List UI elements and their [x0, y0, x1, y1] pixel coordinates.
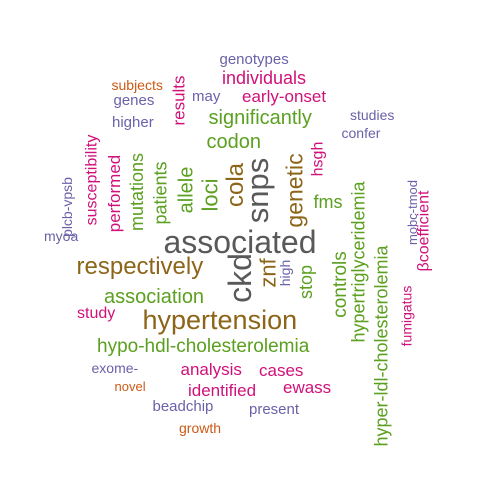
- word-mobc-tmod: mobc‐tmod: [404, 179, 420, 245]
- word-fumigatus: fumigatus: [397, 285, 414, 347]
- word-hsgh: hsgh: [308, 141, 326, 177]
- word-performed: performed: [104, 154, 124, 232]
- word-higher: higher: [112, 113, 154, 131]
- word-hypo-hdl-cholesterolemia: hypo‐hdl‐cholesterolemia: [97, 335, 310, 357]
- word-myoa: myoa: [44, 228, 79, 244]
- word-significantly: significantly: [208, 107, 312, 129]
- word-genes: genes: [113, 91, 155, 109]
- word-susceptibility: susceptibility: [82, 134, 100, 226]
- word-stop: stop: [296, 264, 317, 300]
- word-ckd: ckd: [221, 253, 258, 303]
- word-loci: loci: [197, 178, 223, 212]
- word-genetic: genetic: [281, 152, 308, 228]
- word-analysis: analysis: [180, 359, 242, 379]
- word-hyper-ldl-cholesterolemia: hyper‐ldl‐cholesterolemia: [371, 245, 392, 447]
- word-patients: patients: [150, 161, 171, 225]
- word-early-onset: early‐onset: [242, 86, 327, 106]
- word-growth: growth: [179, 420, 222, 436]
- word-studies: studies: [350, 107, 395, 123]
- word-confer: confer: [341, 125, 381, 141]
- word-associated: associated: [163, 224, 317, 260]
- word-exome: exome‐: [91, 360, 139, 376]
- word-respectively: respectively: [76, 253, 204, 280]
- word-cola: cola: [222, 162, 250, 208]
- word-cases: cases: [259, 360, 304, 380]
- word-may: may: [192, 87, 221, 105]
- word-codon: codon: [206, 131, 262, 153]
- word-hypertension: hypertension: [142, 304, 298, 335]
- word-high: high: [277, 259, 294, 287]
- word-controls: controls: [329, 250, 351, 318]
- word-present: present: [249, 400, 300, 418]
- word-identified: identified: [188, 380, 257, 400]
- word-study: study: [77, 305, 116, 322]
- word-results: results: [169, 74, 189, 126]
- word-fms: fms: [313, 192, 343, 212]
- word-mutations: mutations: [127, 152, 148, 232]
- word-znf: znf: [255, 258, 281, 288]
- word-allele: allele: [174, 166, 197, 214]
- word-individuals: individuals: [222, 68, 307, 88]
- word-association: association: [104, 286, 205, 308]
- word-subjects: subjects: [111, 77, 163, 93]
- word-ewass: ewass: [283, 377, 332, 397]
- word-genotypes: genotypes: [219, 50, 289, 68]
- word-hypertriglyceridemia: hypertriglyceridemia: [348, 181, 369, 343]
- word-beadchip: beadchip: [152, 397, 214, 415]
- word-novel: novel: [114, 378, 146, 394]
